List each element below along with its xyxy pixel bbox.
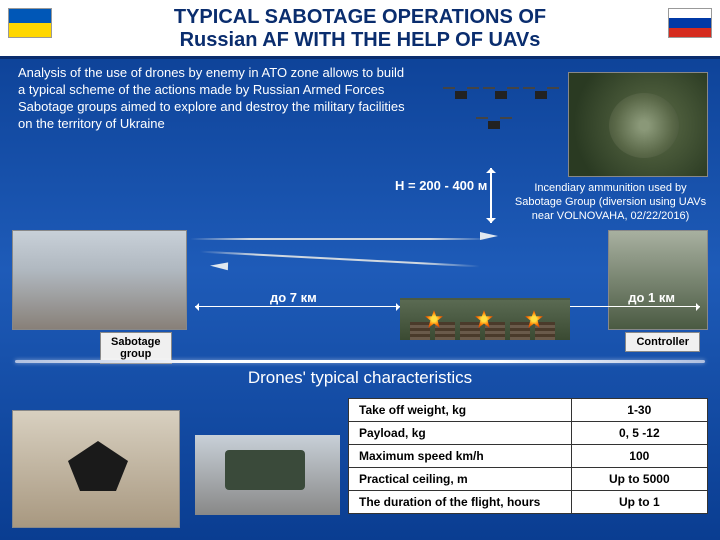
title-line-1: TYPICAL SABOTAGE OPERATIONS OF xyxy=(10,6,710,29)
spec-value: Up to 1 xyxy=(571,491,707,514)
header: TYPICAL SABOTAGE OPERATIONS OF Russian A… xyxy=(0,0,720,59)
section-divider xyxy=(15,360,705,363)
table-row: Take off weight, kg 1-30 xyxy=(349,399,708,422)
spec-label: Take off weight, kg xyxy=(349,399,572,422)
drone-swarm-icon xyxy=(440,80,550,170)
range-arrow-icon xyxy=(195,306,400,307)
table-row: Payload, kg 0, 5 -12 xyxy=(349,422,708,445)
page-title: TYPICAL SABOTAGE OPERATIONS OF Russian A… xyxy=(10,6,710,52)
spec-value: 1-30 xyxy=(571,399,707,422)
intro-text: Analysis of the use of drones by enemy i… xyxy=(0,59,420,133)
target-terrain xyxy=(400,298,570,340)
spec-value: 100 xyxy=(571,445,707,468)
altitude-arrows-icon xyxy=(490,168,492,223)
range-arrow-icon xyxy=(565,306,700,307)
photo-quadcopter xyxy=(12,410,180,528)
ammunition-caption: Incendiary ammunition used by Sabotage G… xyxy=(513,182,708,223)
plane-icon xyxy=(210,262,228,271)
photo-controller-operator xyxy=(608,230,708,330)
photo-ammunition xyxy=(568,72,708,177)
plane-icon xyxy=(480,232,498,240)
photo-drone-launch xyxy=(12,230,187,330)
flight-path-line xyxy=(190,238,490,240)
photo-military-vehicle xyxy=(195,435,340,515)
flag-ukraine xyxy=(8,8,52,38)
table-row: The duration of the flight, hours Up to … xyxy=(349,491,708,514)
range-7km-label: до 7 км xyxy=(270,290,317,305)
spec-label: Payload, kg xyxy=(349,422,572,445)
title-line-2: Russian AF WITH THE HELP OF UAVs xyxy=(10,29,710,52)
spec-label: Practical ceiling, m xyxy=(349,468,572,491)
flag-russia xyxy=(668,8,712,38)
altitude-label: H = 200 - 400 м xyxy=(395,178,487,193)
spec-label: Maximum speed km/h xyxy=(349,445,572,468)
flight-path-line xyxy=(200,251,480,268)
spec-value: 0, 5 -12 xyxy=(571,422,707,445)
spec-value: Up to 5000 xyxy=(571,468,707,491)
table-row: Maximum speed km/h 100 xyxy=(349,445,708,468)
table-row: Practical ceiling, m Up to 5000 xyxy=(349,468,708,491)
characteristics-title: Drones' typical characteristics xyxy=(0,368,720,388)
range-1km-label: до 1 км xyxy=(628,290,675,305)
label-controller: Controller xyxy=(625,332,700,352)
characteristics-table: Take off weight, kg 1-30 Payload, kg 0, … xyxy=(348,398,708,514)
spec-label: The duration of the flight, hours xyxy=(349,491,572,514)
